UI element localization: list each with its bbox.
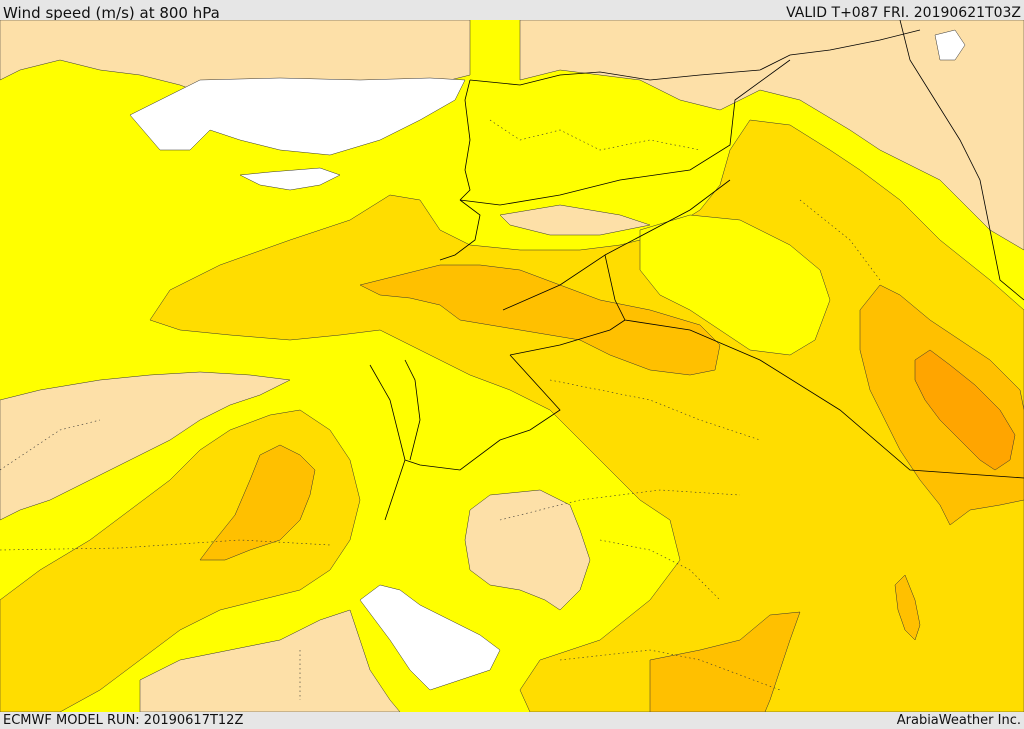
wind-speed-map <box>0 20 1024 712</box>
province-lines <box>0 119 881 700</box>
map-title: Wind speed (m/s) at 800 hPa <box>3 4 220 22</box>
yellow-hole-east <box>639 214 831 356</box>
brand-label: ArabiaWeather Inc. <box>896 713 1021 728</box>
country-borders <box>369 20 1024 521</box>
amber-band-levant <box>359 264 721 376</box>
tan-band-west <box>0 371 291 521</box>
white-area-caspian <box>934 29 966 61</box>
amber-band-egypt <box>199 444 316 561</box>
tan-band-north-syria <box>499 204 651 236</box>
amber-band-east-small <box>894 574 921 641</box>
model-run-label: ECMWF MODEL RUN: 20190617T12Z <box>3 713 244 728</box>
header-bar <box>0 0 1024 20</box>
orange-band-core <box>914 349 1016 471</box>
footer-bar <box>0 712 1024 729</box>
white-area-cyprus <box>239 167 341 191</box>
white-area-sea-north <box>129 77 466 156</box>
tan-band-northeast <box>519 20 1024 251</box>
valid-time: VALID T+087 FRI. 20190621T03Z <box>786 5 1021 21</box>
white-area-red-sea <box>359 584 501 691</box>
amber-band-south <box>649 611 801 712</box>
tan-band-south-egypt <box>139 609 401 712</box>
tan-band-arabia <box>464 489 591 611</box>
